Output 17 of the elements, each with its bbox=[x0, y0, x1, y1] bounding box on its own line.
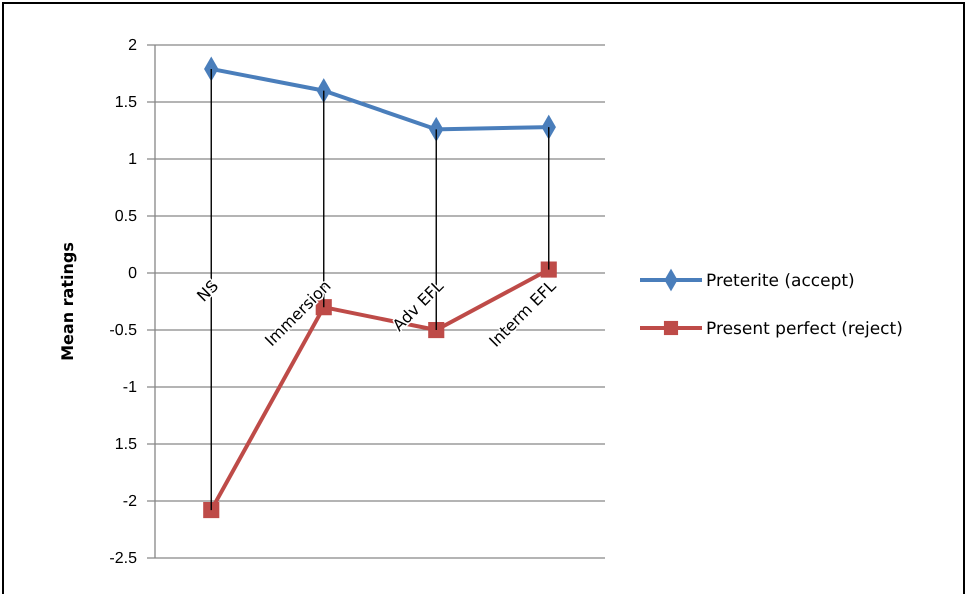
point bbox=[540, 262, 557, 278]
y-tick-label: 0 bbox=[128, 265, 138, 282]
y-tick-label: 1 bbox=[128, 151, 138, 168]
y-tick-label: -2.5 bbox=[109, 550, 138, 568]
y-tick-label: -1 bbox=[122, 379, 138, 396]
x-tick-label: NS bbox=[193, 276, 222, 306]
y-tick-label: 2 bbox=[128, 37, 138, 54]
y-tick-label: 1.5 bbox=[114, 94, 138, 112]
point bbox=[203, 502, 220, 518]
y-tick-label: -2 bbox=[122, 493, 138, 510]
y-axis-title: Mean ratings bbox=[58, 242, 77, 361]
y-tick-label: -0.5 bbox=[109, 322, 138, 340]
legend-label: Preterite (accept) bbox=[706, 270, 855, 291]
legend-label: Present perfect (reject) bbox=[706, 318, 903, 339]
point bbox=[428, 322, 444, 338]
y-tick-label: 0.5 bbox=[114, 208, 138, 226]
y-tick-label: 1.5 bbox=[114, 436, 138, 454]
